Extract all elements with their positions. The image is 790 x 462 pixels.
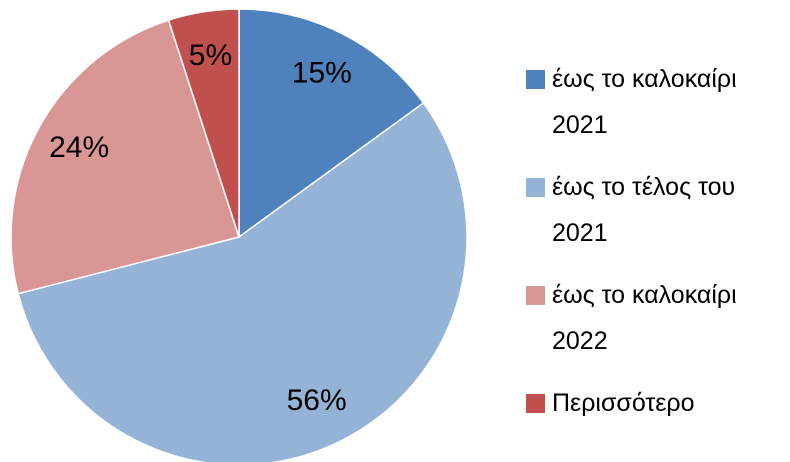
legend-swatch <box>526 70 545 89</box>
legend-item: έως το τέλος του 2021 <box>526 164 786 256</box>
pie-slice <box>17 101 468 462</box>
legend: έως το καλοκαίρι 2021 έως το τέλος του 20… <box>526 56 786 442</box>
legend-item: Περισσότερο <box>526 380 786 426</box>
pie-slice <box>238 8 425 239</box>
legend-swatch <box>526 178 545 197</box>
value-label: 15% <box>292 56 352 89</box>
legend-item: έως το καλοκαίρι 2021 <box>526 56 786 148</box>
pie-slice <box>10 19 240 295</box>
legend-label: έως το καλοκαίρι 2022 <box>552 281 737 355</box>
value-label: 5% <box>189 39 232 72</box>
legend-item: έως το καλοκαίρι 2022 <box>526 272 786 364</box>
pie-slice <box>167 8 240 238</box>
value-label: 56% <box>287 384 347 417</box>
legend-label: έως το καλοκαίρι 2021 <box>552 65 737 139</box>
value-label: 24% <box>49 131 109 164</box>
legend-label: Περισσότερο <box>552 389 695 417</box>
legend-swatch <box>526 394 545 413</box>
legend-label: έως το τέλος του 2021 <box>552 173 736 247</box>
pie-area: 15% 56% 24% 5% <box>10 8 468 462</box>
legend-swatch <box>526 286 545 305</box>
